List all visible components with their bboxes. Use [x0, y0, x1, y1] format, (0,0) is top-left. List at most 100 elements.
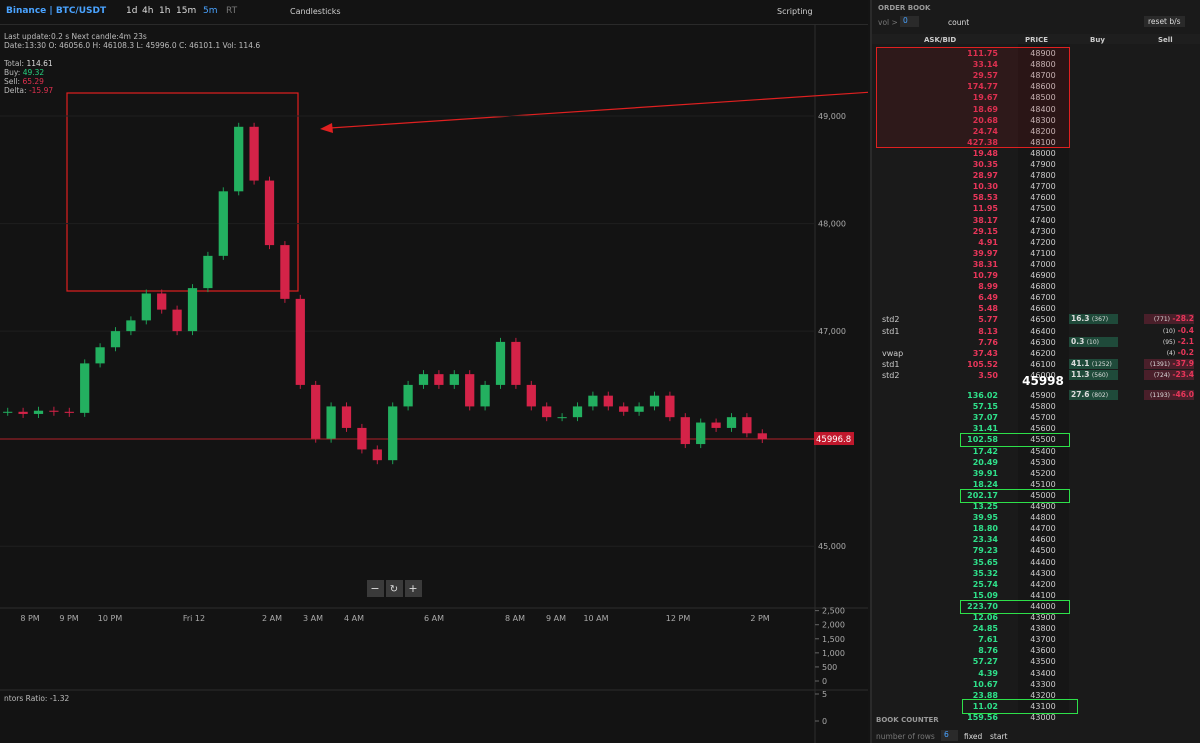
- amount: 19.48: [972, 148, 998, 158]
- start-button[interactable]: start: [990, 732, 1008, 741]
- stat: Buy: 49.32: [4, 68, 44, 77]
- timeframe[interactable]: RT: [226, 6, 238, 16]
- highlight-box: [960, 488, 1070, 503]
- highlight-box: [876, 47, 1070, 148]
- amount: 10.30: [972, 182, 998, 192]
- candle: [264, 180, 275, 246]
- x-tick-label: 2 AM: [262, 614, 282, 623]
- timeframe[interactable]: 5m: [203, 6, 218, 16]
- vol-input[interactable]: 0: [900, 16, 919, 27]
- amount: 223.70: [967, 601, 998, 611]
- column-header: Buy: [1090, 36, 1105, 44]
- buy-value: 41.1: [1071, 358, 1090, 368]
- x-tick-label: 10 AM: [583, 614, 608, 623]
- candle: [249, 126, 259, 181]
- price: 44300: [1030, 568, 1056, 578]
- sell-count: (10): [1162, 327, 1176, 335]
- candle: [49, 410, 59, 412]
- timeframe[interactable]: 15m: [176, 6, 197, 16]
- candle: [18, 411, 28, 414]
- timeframe[interactable]: 4h: [142, 6, 154, 16]
- price: 44700: [1030, 524, 1056, 534]
- amount: 23.88: [972, 690, 998, 700]
- candle: [203, 255, 213, 289]
- price: 44200: [1030, 579, 1056, 589]
- price: 45400: [1030, 446, 1056, 456]
- amount: 105.52: [967, 359, 998, 369]
- amount: 18.69: [972, 104, 998, 114]
- amount: 29.57: [972, 71, 998, 81]
- candle: [372, 449, 382, 461]
- amount: 29.15: [972, 226, 998, 236]
- x-tick-label: 8 AM: [505, 614, 525, 623]
- timeframe[interactable]: 1h: [159, 6, 171, 16]
- sell-cell: (724) -23.4: [1144, 369, 1194, 380]
- buy-cell: 0.3 (10): [1069, 336, 1118, 347]
- timeframe[interactable]: 1d: [126, 6, 138, 16]
- arrow: [329, 91, 868, 129]
- scripting[interactable]: Scripting: [777, 7, 813, 16]
- amount: 174.77: [967, 82, 998, 92]
- buy-value: 16.3: [1071, 314, 1090, 324]
- candle: [187, 288, 198, 332]
- mid-price: 45998: [1022, 374, 1064, 388]
- candle: [634, 406, 644, 412]
- row-tag: vwap: [882, 348, 904, 358]
- fixed-button[interactable]: fixed: [964, 732, 983, 741]
- price: 44600: [1030, 535, 1056, 545]
- candle: [511, 341, 521, 385]
- stat-value: 114.61: [26, 59, 53, 68]
- stat: Sell: 65.29: [4, 77, 44, 86]
- amount: 25.74: [972, 579, 998, 589]
- candle: [665, 395, 675, 418]
- zoom-controls[interactable]: − ↻ +: [367, 580, 422, 597]
- amount: 8.13: [978, 326, 998, 336]
- amount: 202.17: [967, 490, 998, 500]
- buy-count: (802): [1091, 392, 1109, 399]
- chart-area: − ↻ + 49,000 48,000 47,000 45,000 45996.8 8 PM 9…: [0, 6, 868, 743]
- price: 48300: [1030, 115, 1056, 125]
- price: 48400: [1030, 104, 1056, 114]
- stat: Total: 114.61: [4, 59, 53, 68]
- amount: 159.56: [967, 712, 998, 722]
- candle: [480, 384, 490, 407]
- x-tick-label: 4 AM: [344, 614, 364, 623]
- amount: 35.65: [972, 557, 998, 567]
- y-tick-label: 2,000: [822, 621, 845, 630]
- candle: [311, 384, 321, 439]
- price: 48900: [1030, 49, 1056, 58]
- amount: 13.25: [972, 502, 998, 511]
- highlight-box: [960, 599, 1070, 614]
- candle: [388, 406, 398, 461]
- price: 45500: [1030, 435, 1056, 445]
- amount: 24.85: [972, 624, 998, 634]
- price: 48800: [1030, 60, 1056, 70]
- amount: 18.24: [972, 479, 998, 489]
- sell-cell: (4) -0.2: [1144, 348, 1194, 358]
- price: 48000: [1030, 148, 1056, 158]
- symbol[interactable]: Binance | BTC/USDT: [6, 6, 107, 16]
- sell-value: -28.2: [1172, 314, 1194, 324]
- counter-title: BOOK COUNTER: [876, 716, 939, 724]
- candle: [526, 384, 536, 407]
- order-book-panel: ORDER BOOK vol > 0 count reset b/s ASK/B…: [870, 0, 1200, 743]
- price: 47800: [1030, 171, 1056, 181]
- sell-cell: (10) -0.4: [1144, 326, 1194, 336]
- amount: 427.38: [967, 137, 998, 147]
- reset-button[interactable]: reset b/s: [1144, 16, 1185, 27]
- amount: 58.53: [972, 193, 998, 203]
- rows-input[interactable]: 6: [941, 730, 958, 741]
- candle: [80, 363, 90, 413]
- count-toggle[interactable]: count: [948, 18, 970, 27]
- stat: Delta: -15.97: [4, 86, 53, 95]
- amount: 30.35: [972, 160, 998, 169]
- chart-type[interactable]: Candlesticks: [290, 7, 341, 16]
- sell-value: -46.0: [1172, 390, 1194, 399]
- current-price-label: 45996.8: [816, 435, 851, 445]
- price: 46000: [1030, 370, 1056, 380]
- amount: 39.95: [972, 513, 998, 523]
- highlight-box: [962, 699, 1078, 714]
- candle: [341, 406, 352, 428]
- amount: 17.42: [972, 446, 998, 456]
- candle: [141, 293, 151, 321]
